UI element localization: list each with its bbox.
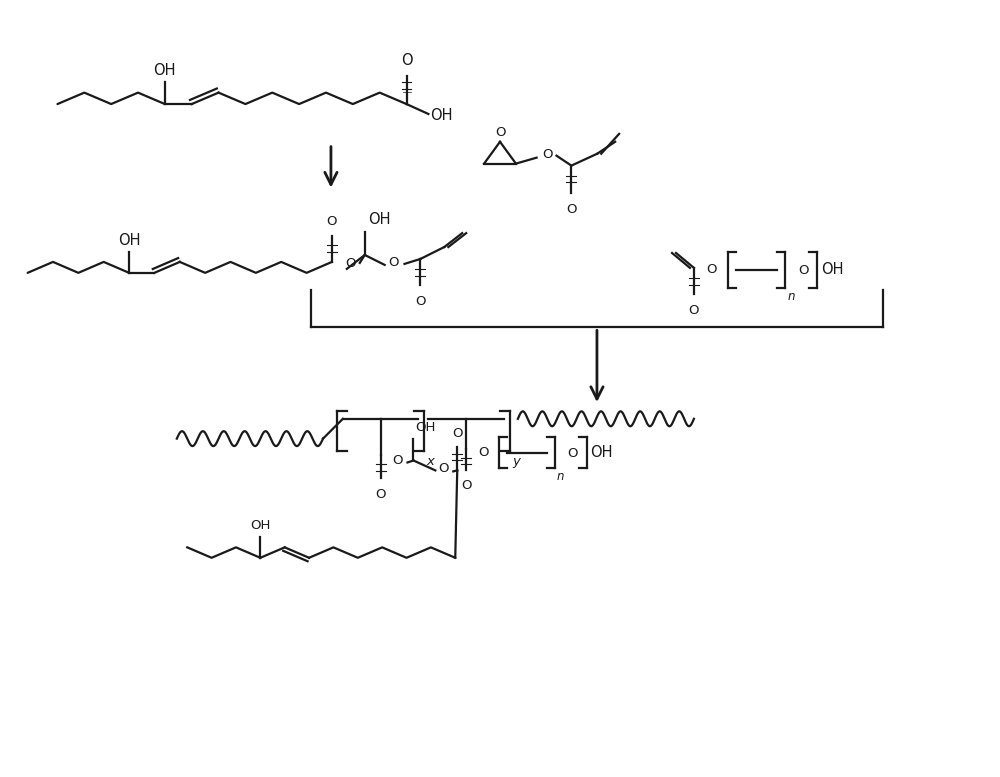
Text: x: x [426, 455, 434, 468]
Text: OH: OH [821, 263, 844, 277]
Text: OH: OH [590, 445, 613, 460]
Text: O: O [389, 256, 399, 270]
Text: OH: OH [430, 109, 453, 124]
Text: O: O [706, 263, 716, 277]
Text: OH: OH [118, 233, 140, 248]
Text: O: O [478, 446, 489, 459]
Text: O: O [401, 54, 412, 68]
Text: O: O [543, 148, 553, 161]
Text: O: O [568, 447, 578, 460]
Text: O: O [689, 304, 699, 316]
Text: O: O [461, 479, 471, 493]
Text: n: n [787, 290, 795, 303]
Text: O: O [495, 126, 505, 139]
Text: OH: OH [368, 212, 390, 227]
Text: OH: OH [415, 420, 436, 434]
Text: OH: OH [250, 519, 271, 532]
Text: O: O [566, 204, 577, 216]
Text: O: O [327, 215, 337, 228]
Text: O: O [798, 264, 809, 277]
Text: n: n [557, 470, 564, 483]
Text: OH: OH [154, 63, 176, 78]
Text: O: O [438, 462, 449, 475]
Text: y: y [512, 455, 520, 468]
Text: O: O [375, 488, 386, 501]
Text: O: O [452, 427, 462, 440]
Text: O: O [415, 294, 426, 308]
Text: O: O [393, 454, 403, 467]
Text: O: O [345, 257, 355, 270]
